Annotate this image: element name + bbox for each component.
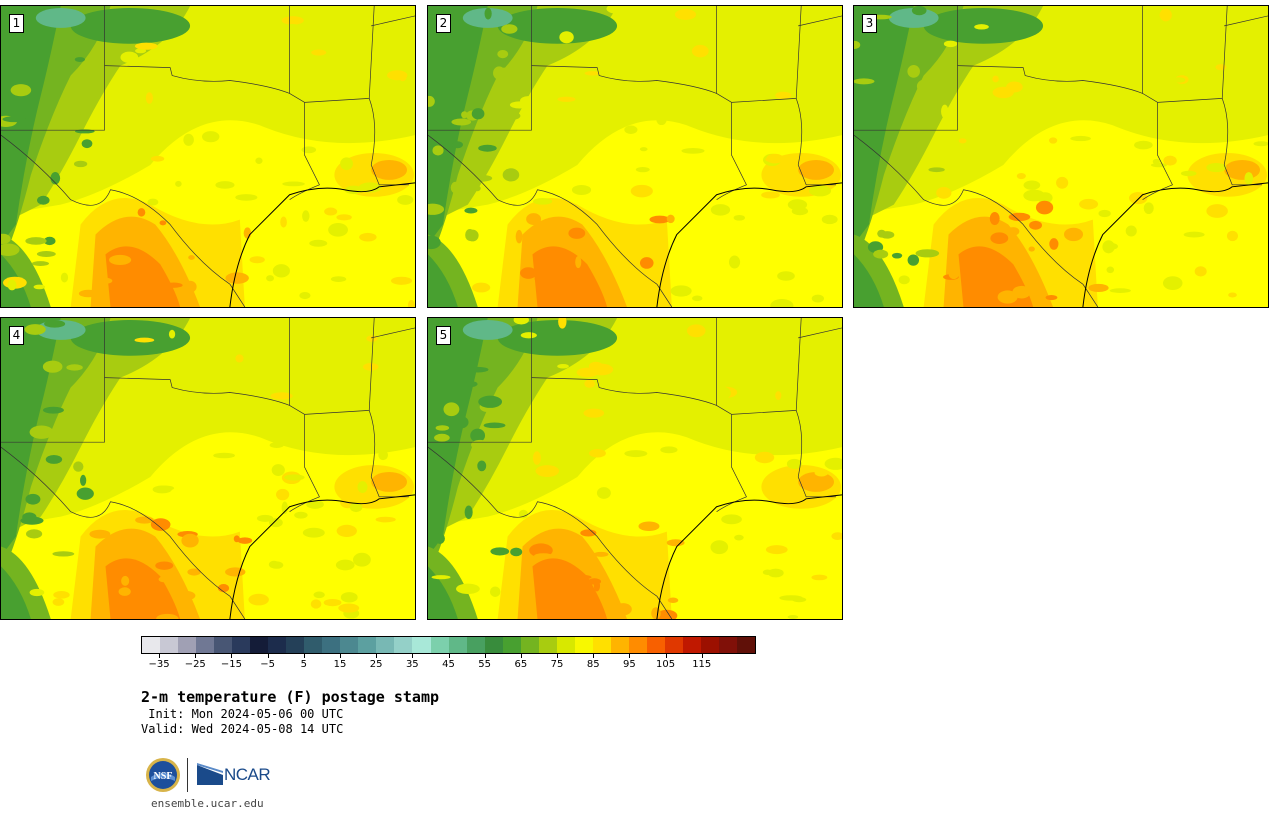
colorbar-swatch <box>737 637 756 653</box>
postage-stamp-panel-1: 1 <box>0 5 416 308</box>
temperature-map-4 <box>1 318 415 619</box>
colorbar-tick <box>665 654 667 658</box>
product-title: 2-m temperature (F) postage stamp <box>141 688 440 706</box>
colorbar-tick-label: −15 <box>220 659 242 670</box>
colorbar-tick <box>412 654 414 658</box>
temperature-map-5 <box>428 318 842 619</box>
colorbar-swatch <box>484 637 503 653</box>
colorbar-tick <box>267 654 269 658</box>
member-number-badge: 4 <box>9 326 24 345</box>
temperature-colorbar <box>141 636 756 654</box>
colorbar-swatch <box>520 637 539 653</box>
colorbar-swatch <box>646 637 665 653</box>
colorbar-swatch <box>700 637 719 653</box>
colorbar-swatch <box>142 637 161 653</box>
colorbar-tick-label: 15 <box>333 659 347 670</box>
init-time: Init: Mon 2024-05-06 00 UTC <box>141 707 344 721</box>
colorbar-swatch <box>286 637 305 653</box>
website-text: ensemble.ucar.edu <box>151 797 264 810</box>
colorbar-tick-label: −5 <box>260 659 275 670</box>
colorbar-swatch <box>178 637 197 653</box>
colorbar-swatch <box>592 637 611 653</box>
colorbar-swatch <box>268 637 287 653</box>
colorbar-swatch <box>412 637 431 653</box>
member-number-badge: 5 <box>436 326 451 345</box>
colorbar-tick-label: 75 <box>550 659 564 670</box>
colorbar-tick <box>520 654 522 658</box>
logo-divider <box>187 758 188 792</box>
colorbar-swatch <box>376 637 395 653</box>
colorbar-tick-label: 65 <box>514 659 528 670</box>
colorbar-swatch <box>214 637 233 653</box>
temperature-map-2 <box>428 6 842 307</box>
temperature-map-1 <box>1 6 415 307</box>
colorbar-swatch <box>448 637 467 653</box>
colorbar-swatch <box>322 637 341 653</box>
colorbar-tick <box>303 654 305 658</box>
ncar-logo: NCAR <box>197 762 273 786</box>
colorbar-swatch <box>628 637 647 653</box>
colorbar-tick <box>231 654 233 658</box>
colorbar-tick-label: 105 <box>656 659 676 670</box>
colorbar-swatch <box>250 637 269 653</box>
colorbar-swatch <box>610 637 629 653</box>
colorbar-swatch <box>538 637 557 653</box>
member-number-badge: 3 <box>862 14 877 33</box>
colorbar-tick <box>593 654 595 658</box>
colorbar-swatch <box>502 637 521 653</box>
colorbar-tick-label: 25 <box>369 659 383 670</box>
postage-stamp-panel-2: 2 <box>427 5 843 308</box>
colorbar-swatch <box>304 637 323 653</box>
colorbar-tick <box>159 654 161 658</box>
colorbar-swatch <box>232 637 251 653</box>
colorbar-swatch <box>160 637 179 653</box>
colorbar-tick-label: 95 <box>623 659 636 670</box>
colorbar-tick <box>448 654 450 658</box>
colorbar-tick-label: 35 <box>405 659 419 670</box>
colorbar-tick-label: 115 <box>692 659 712 670</box>
colorbar-tick-label: 85 <box>586 659 600 670</box>
colorbar-tick <box>557 654 559 658</box>
colorbar-swatch <box>196 637 215 653</box>
nsf-logo-text: NSF <box>154 771 173 782</box>
colorbar-tick <box>701 654 703 658</box>
postage-stamp-panel-3: 3 <box>853 5 1269 308</box>
ncar-logo-text: NCAR <box>224 765 271 784</box>
colorbar-tick-label: 45 <box>442 659 455 670</box>
colorbar-swatch <box>556 637 575 653</box>
member-number-badge: 2 <box>436 14 451 33</box>
colorbar-swatch <box>682 637 701 653</box>
colorbar-swatch <box>719 637 738 653</box>
colorbar-swatch <box>664 637 683 653</box>
colorbar-swatch <box>430 637 449 653</box>
temperature-map-3 <box>854 6 1268 307</box>
colorbar-swatch <box>358 637 377 653</box>
colorbar-tick-label: −25 <box>184 659 206 670</box>
nsf-logo-icon: NSF <box>146 758 180 792</box>
colorbar-tick-label: −35 <box>148 659 170 670</box>
colorbar-tick <box>376 654 378 658</box>
colorbar-swatch <box>394 637 413 653</box>
colorbar-swatch <box>574 637 593 653</box>
colorbar-tick <box>195 654 197 658</box>
postage-stamp-panel-5: 5 <box>427 317 843 620</box>
colorbar-tick <box>629 654 631 658</box>
colorbar-tick-labels: −35 −25 −15 −5 5 15 25 35 45 55 65 75 85 95 105 115 <box>141 654 756 674</box>
member-number-badge: 1 <box>9 14 24 33</box>
colorbar-swatch <box>466 637 485 653</box>
colorbar-tick <box>339 654 341 658</box>
colorbar-tick-label: 5 <box>300 659 307 670</box>
postage-stamp-panel-4: 4 <box>0 317 416 620</box>
colorbar-swatch <box>340 637 359 653</box>
colorbar-tick-label: 55 <box>478 659 492 670</box>
valid-time: Valid: Wed 2024-05-08 14 UTC <box>141 722 344 736</box>
colorbar-tick <box>484 654 486 658</box>
ncar-wedge-icon <box>197 763 223 785</box>
